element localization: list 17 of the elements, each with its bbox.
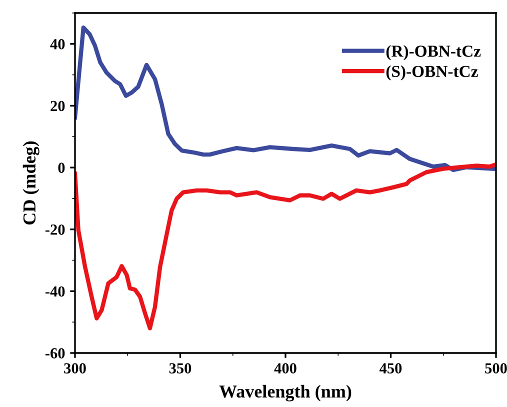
x-tick-label: 300 xyxy=(64,363,86,374)
x-tick-label: 500 xyxy=(485,363,507,374)
line-series xyxy=(75,162,496,330)
y-tick-label: 20 xyxy=(50,100,65,112)
legend-label: (S)-OBN-tCz xyxy=(386,65,478,80)
line-series xyxy=(75,25,496,172)
x-tick-label: 350 xyxy=(169,363,192,374)
x-tick-label: 400 xyxy=(274,363,296,374)
y-tick-label: -40 xyxy=(45,286,65,297)
legend-label: (R)-OBN-tCz xyxy=(386,45,481,60)
y-tick-label: -60 xyxy=(45,348,65,358)
x-tick-label: 450 xyxy=(380,363,402,374)
y-axis-title: CD (mdeg) xyxy=(22,141,40,224)
y-tick-label: 40 xyxy=(50,39,65,50)
y-tick-label: 0 xyxy=(58,162,65,173)
y-tick-label: -20 xyxy=(45,224,65,235)
x-axis-title: Wavelength (nm) xyxy=(219,384,352,402)
